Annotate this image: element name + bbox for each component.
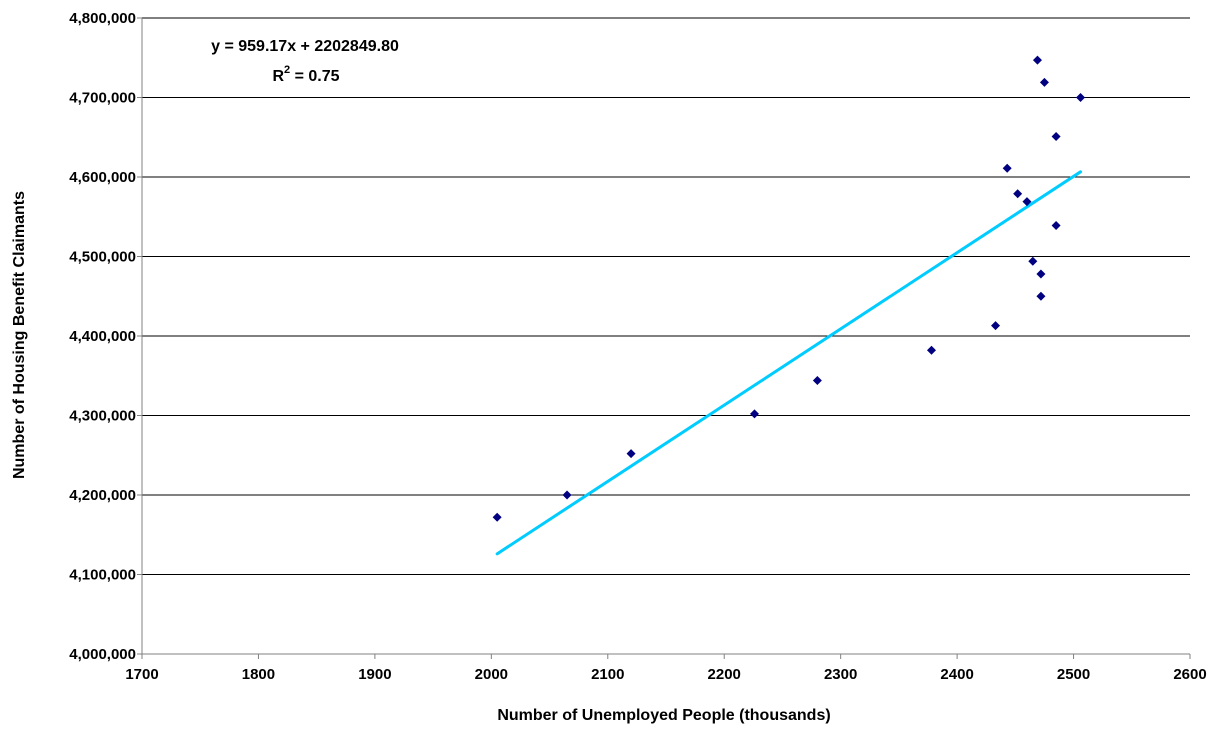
data-point [1036,269,1046,279]
x-tick-label: 2000 [475,666,508,683]
data-point [1039,77,1049,87]
data-point [1036,291,1046,301]
data-point [562,490,572,500]
y-tick-label: 4,600,000 [69,169,136,186]
r2-prefix: R [272,68,284,85]
x-tick-label: 1700 [125,666,158,683]
y-tick-label: 4,400,000 [69,328,136,345]
data-point [1051,220,1061,230]
data-point [749,409,759,419]
x-tick-label: 2100 [591,666,624,683]
y-tick-label: 4,300,000 [69,408,136,425]
y-tick-label: 4,700,000 [69,90,136,107]
trendline [495,170,1083,556]
data-points [492,55,1086,522]
y-tick-labels: 4,000,000 4,100,000 4,200,000 4,300,000 4,40… [69,10,136,663]
trendline-group [495,170,1083,556]
y-tick-label: 4,800,000 [69,10,136,27]
data-point [1051,131,1061,141]
data-point [1076,93,1086,102]
x-axis-title: Number of Unemployed People (thousands) [497,707,830,724]
data-point [626,449,636,459]
data-point [492,512,502,522]
x-tick-label: 2500 [1057,666,1090,683]
x-tick-label: 1800 [242,666,275,683]
y-tick-label: 4,100,000 [69,567,136,584]
data-point [812,376,822,386]
y-tick-label: 4,500,000 [69,249,136,266]
data-point [1032,55,1042,65]
x-tick-labels: 1700 1800 1900 2000 2100 2200 2300 2400 2500 2600 [125,666,1206,683]
y-tick-label: 4,000,000 [69,646,136,663]
x-tick-label: 1900 [358,666,391,683]
x-tick-label: 2600 [1173,666,1206,683]
data-point [926,345,936,355]
trendline-equation: y = 959.17x + 2202849.80 [211,38,399,55]
r2-value: = 0.75 [290,68,339,85]
data-point [1022,197,1032,207]
r-squared-annotation: R2 = 0.75 [272,64,339,85]
data-point [1002,163,1012,173]
x-tick-label: 2200 [708,666,741,683]
x-tick-label: 2400 [940,666,973,683]
x-tick-label: 2300 [824,666,857,683]
y-tick-label: 4,200,000 [69,487,136,504]
data-point [991,321,1001,331]
data-point [1028,256,1038,266]
y-axis-title: Number of Housing Benefit Claimants [11,191,28,479]
data-point [1013,189,1023,199]
gridlines [142,17,1190,655]
axes [137,17,1191,659]
r2-superscript: 2 [284,64,290,76]
